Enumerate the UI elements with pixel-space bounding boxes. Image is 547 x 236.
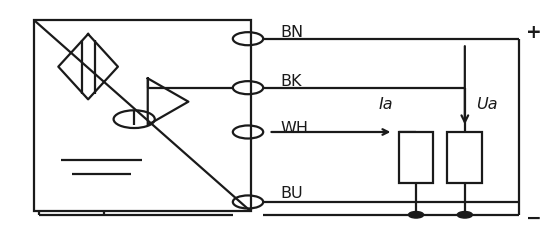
Text: +: +	[526, 23, 542, 42]
Text: BK: BK	[281, 74, 302, 89]
Text: BU: BU	[281, 186, 303, 201]
Text: Ua: Ua	[476, 97, 498, 111]
Text: −: −	[526, 209, 542, 228]
Text: BN: BN	[281, 25, 304, 40]
Circle shape	[409, 211, 423, 218]
Text: Ia: Ia	[379, 97, 393, 111]
Circle shape	[457, 211, 473, 218]
Bar	[34, 20, 251, 211]
Text: WH: WH	[281, 121, 309, 136]
Bar	[447, 132, 482, 183]
Bar	[399, 132, 433, 183]
